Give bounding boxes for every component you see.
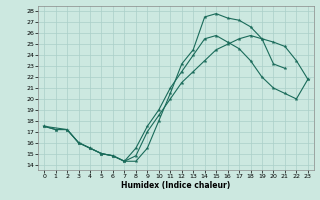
X-axis label: Humidex (Indice chaleur): Humidex (Indice chaleur) <box>121 181 231 190</box>
